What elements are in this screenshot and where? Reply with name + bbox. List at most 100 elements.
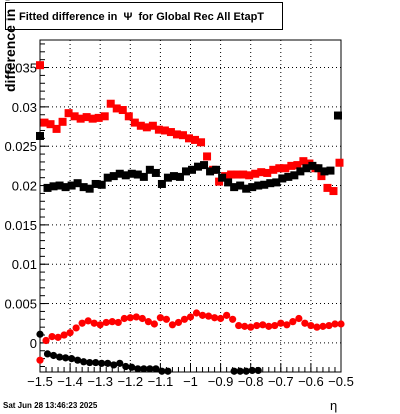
data-point-circle — [92, 358, 100, 367]
data-point-circle — [114, 318, 122, 327]
y-tick-label: 0.025 — [4, 139, 37, 154]
data-point-square — [124, 112, 133, 121]
data-point-circle — [271, 321, 279, 330]
data-point-circle — [168, 321, 177, 329]
data-point-circle — [36, 356, 44, 364]
data-point-square — [58, 117, 67, 126]
x-tick-label: −0.9 — [208, 374, 234, 389]
data-point-square — [139, 172, 148, 181]
data-point-square — [160, 126, 169, 135]
data-point-circle — [66, 329, 74, 337]
data-point-square — [130, 118, 139, 127]
data-point-square — [70, 112, 79, 121]
data-point-square — [272, 178, 281, 187]
data-point-square — [263, 168, 272, 177]
data-point-square — [290, 171, 299, 180]
data-point-circle — [60, 331, 68, 339]
data-point-circle — [241, 322, 249, 330]
data-point-square — [323, 183, 332, 192]
data-point-square — [333, 111, 342, 120]
x-tick-label: −1.3 — [87, 374, 113, 389]
data-point-square — [36, 131, 44, 140]
data-point-square — [166, 128, 175, 137]
data-point-square — [88, 114, 97, 123]
data-point-circle — [319, 322, 327, 330]
data-point-square — [287, 161, 296, 170]
data-point-circle — [277, 319, 285, 327]
data-point-circle — [49, 351, 58, 360]
data-point-circle — [259, 321, 267, 329]
data-point-square — [239, 170, 248, 179]
data-point-square — [269, 165, 278, 174]
data-point-circle — [156, 314, 164, 322]
data-point-circle — [186, 313, 195, 321]
data-point-circle — [140, 365, 148, 373]
plot-title: Fitted difference in Ψ for Global Rec Al… — [19, 11, 265, 23]
data-point-circle — [54, 333, 62, 341]
data-point-circle — [80, 358, 88, 366]
data-point-circle — [235, 321, 243, 330]
y-tick-label: 0.015 — [4, 218, 37, 233]
x-tick-label: −0.5 — [328, 374, 354, 389]
data-point-circle — [36, 330, 44, 338]
data-point-square — [133, 170, 142, 179]
data-point-square — [103, 173, 112, 182]
data-point-circle — [204, 312, 213, 320]
data-point-circle — [84, 317, 92, 325]
data-point-square — [115, 169, 124, 178]
y-tick-label: 0.03 — [12, 100, 37, 115]
data-point-square — [245, 171, 254, 180]
x-tick-label: −1.4 — [57, 374, 83, 389]
data-point-circle — [180, 315, 189, 323]
data-point-circle — [283, 321, 291, 329]
data-point-square — [36, 61, 44, 70]
data-point-square — [151, 168, 160, 177]
x-tick-label: −0.7 — [268, 374, 294, 389]
data-point-circle — [223, 311, 231, 319]
data-point-square — [73, 179, 82, 188]
data-point-square — [275, 164, 284, 173]
data-point-circle — [295, 314, 303, 323]
data-point-square — [281, 164, 290, 173]
data-point-circle — [248, 366, 256, 375]
data-point-square — [67, 181, 76, 190]
data-point-square — [227, 170, 236, 179]
data-point-square — [260, 180, 269, 189]
data-point-square — [299, 157, 308, 166]
data-point-circle — [164, 367, 172, 375]
y-axis-label: difference in Ψ — [2, 0, 18, 92]
data-point-circle — [108, 318, 116, 326]
x-tick-label: −1.2 — [117, 374, 143, 389]
data-point-square — [251, 169, 260, 178]
data-point-circle — [217, 314, 225, 323]
y-tick-label: 0.035 — [4, 61, 37, 76]
y-tick-label: 0.005 — [4, 297, 37, 312]
data-point-circle — [116, 359, 124, 367]
y-tick-label: 0 — [30, 336, 37, 351]
data-point-circle — [48, 332, 56, 341]
data-point-square — [308, 161, 317, 170]
data-point-circle — [134, 365, 142, 373]
data-point-circle — [152, 365, 160, 373]
x-tick-label: −1.5 — [27, 374, 53, 389]
data-point-circle — [289, 318, 297, 326]
data-point-square — [61, 183, 70, 192]
data-point-square — [163, 173, 172, 182]
data-point-circle — [331, 320, 339, 328]
data-point-circle — [55, 353, 64, 361]
x-tick-label: −0.6 — [298, 374, 324, 389]
data-point-square — [52, 124, 61, 133]
data-point-square — [257, 168, 266, 177]
data-point-square — [181, 167, 190, 176]
data-point-square — [145, 165, 154, 174]
data-point-circle — [313, 323, 321, 331]
data-point-circle — [104, 359, 112, 367]
data-point-circle — [86, 358, 94, 367]
data-point-circle — [146, 365, 154, 373]
data-point-square — [230, 183, 239, 192]
data-point-circle — [229, 315, 237, 323]
data-point-circle — [110, 361, 118, 369]
data-point-square — [175, 172, 184, 181]
data-point-circle — [78, 319, 86, 327]
data-point-square — [197, 138, 206, 147]
